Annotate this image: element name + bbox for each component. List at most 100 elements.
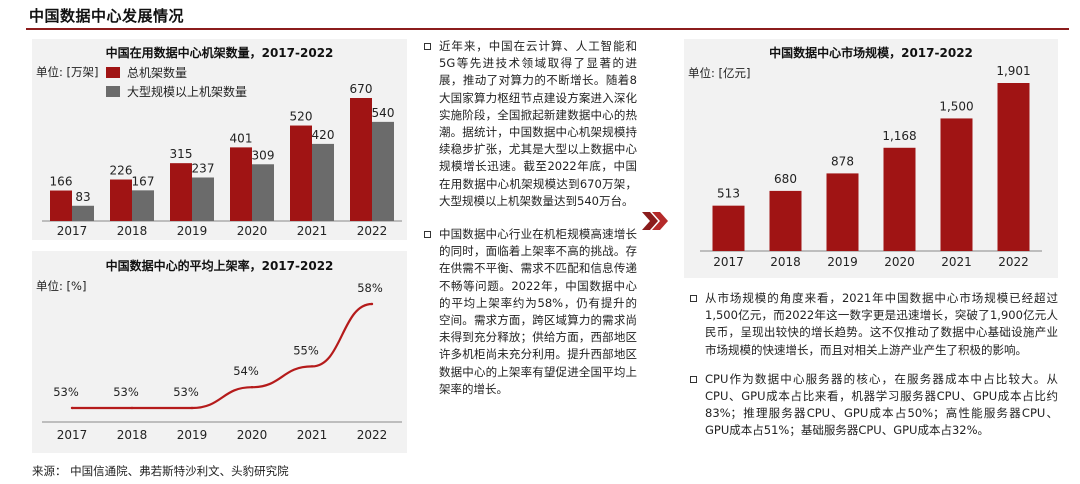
x-tick-label: 2017 bbox=[57, 428, 88, 442]
bar-value-label: 401 bbox=[230, 131, 253, 145]
bar-large-racks bbox=[72, 205, 94, 221]
bar-total-racks bbox=[290, 125, 312, 221]
point-value-label: 55% bbox=[293, 343, 319, 357]
bar-market-size bbox=[826, 173, 859, 251]
utilization-point bbox=[310, 365, 314, 368]
bar-market-size bbox=[769, 190, 802, 251]
x-tick-label: 2017 bbox=[713, 255, 744, 269]
market-chart-panel: 中国数据中心市场规模，2017-2022 单位: [亿元] 513 2017 680… bbox=[684, 39, 1058, 278]
right-paragraph-1: 从市场规模的角度来看，2021年中国数据中心市场规模已经超过1,500亿元，而2… bbox=[705, 291, 1058, 357]
legend-swatch-red bbox=[106, 67, 120, 78]
bar-total-racks bbox=[170, 163, 192, 221]
racks-unit-label: 单位: [万架] bbox=[36, 65, 99, 79]
bar-value-label: 1,500 bbox=[939, 99, 973, 113]
point-value-label: 58% bbox=[357, 281, 383, 295]
bar-value-label: 226 bbox=[110, 164, 133, 178]
utilization-chart-panel: 中国数据中心的平均上架率，2017-2022 单位: [%] 53% 2017 53… bbox=[32, 251, 407, 453]
bar-value-label: 520 bbox=[290, 110, 313, 124]
point-value-label: 54% bbox=[233, 364, 259, 378]
title-divider bbox=[26, 28, 1069, 30]
utilization-point bbox=[70, 406, 74, 410]
bar-large-racks bbox=[192, 177, 214, 221]
x-tick-label: 2017 bbox=[57, 224, 88, 238]
x-tick-label: 2020 bbox=[237, 224, 268, 238]
legend-total-racks: 总机架数量 bbox=[106, 64, 187, 81]
bar-value-label: 309 bbox=[252, 148, 275, 162]
utilization-point bbox=[190, 406, 194, 410]
utilization-point bbox=[250, 386, 254, 389]
middle-bullet-2: 中国数据中心行业在机柜规模高速增长的同时，面临着上架率不高的挑战。存在供需不平衡… bbox=[424, 226, 637, 398]
legend-large-racks: 大型规模以上机架数量 bbox=[106, 83, 247, 100]
bar-value-label: 1,168 bbox=[882, 129, 916, 143]
x-tick-label: 2018 bbox=[117, 428, 148, 442]
point-value-label: 53% bbox=[173, 385, 199, 399]
point-value-label: 53% bbox=[113, 385, 139, 399]
x-tick-label: 2019 bbox=[177, 428, 208, 442]
bullet-marker bbox=[424, 43, 431, 50]
bar-value-label: 878 bbox=[831, 154, 854, 168]
page-title: 中国数据中心发展情况 bbox=[29, 7, 185, 25]
bar-total-racks bbox=[230, 147, 252, 221]
bullet-marker bbox=[690, 375, 697, 383]
legend-label-large: 大型规模以上机架数量 bbox=[127, 85, 248, 99]
middle-bullet-1: 近年来，中国在云计算、人工智能和5G等先进技术领域取得了显著的进展，推动了对算力… bbox=[424, 38, 637, 210]
middle-paragraph-2: 中国数据中心行业在机柜规模高速增长的同时，面临着上架率不高的挑战。存在供需不平衡… bbox=[439, 227, 637, 396]
x-tick-label: 2020 bbox=[884, 255, 915, 269]
right-bullet-1: 从市场规模的角度来看，2021年中国数据中心市场规模已经超过1,500亿元，而2… bbox=[690, 290, 1058, 359]
bar-market-size bbox=[940, 118, 973, 251]
bar-large-racks bbox=[252, 164, 274, 221]
bar-value-label: 670 bbox=[350, 82, 373, 96]
bar-large-racks bbox=[312, 143, 334, 221]
utilization-point bbox=[370, 302, 374, 306]
legend-swatch-grey bbox=[106, 86, 120, 97]
right-bullet-2: CPU作为数据中心服务器的核心，在服务器成本中占比较大。从CPU、GPU成本占比… bbox=[690, 371, 1058, 440]
x-tick-label: 2018 bbox=[770, 255, 801, 269]
bar-value-label: 420 bbox=[312, 128, 335, 142]
x-tick-label: 2022 bbox=[357, 224, 388, 238]
bar-value-label: 237 bbox=[192, 161, 215, 175]
bar-value-label: 540 bbox=[372, 106, 395, 120]
right-text-column: 从市场规模的角度来看，2021年中国数据中心市场规模已经超过1,500亿元，而2… bbox=[690, 290, 1058, 450]
utilization-line-chart: 53% 2017 53% 2018 53% 2019 54% 2020 55% 2021 58% 20… bbox=[42, 281, 402, 442]
bar-value-label: 680 bbox=[774, 172, 797, 186]
middle-text-column: 近年来，中国在云计算、人工智能和5G等先进技术领域取得了显著的进展，推动了对算力… bbox=[424, 38, 637, 408]
x-tick-label: 2021 bbox=[941, 255, 972, 269]
bar-market-size bbox=[997, 83, 1030, 251]
bar-total-racks bbox=[110, 179, 132, 221]
right-paragraph-2: CPU作为数据中心服务器的核心，在服务器成本中占比较大。从CPU、GPU成本占比… bbox=[705, 371, 1058, 438]
x-tick-label: 2020 bbox=[237, 428, 268, 442]
x-tick-label: 2019 bbox=[177, 224, 208, 238]
utilization-chart-title: 中国数据中心的平均上架率，2017-2022 bbox=[105, 259, 334, 273]
bar-market-size bbox=[712, 205, 745, 251]
bar-large-racks bbox=[372, 121, 394, 221]
x-tick-label: 2019 bbox=[827, 255, 858, 269]
x-tick-label: 2022 bbox=[357, 428, 388, 442]
x-tick-label: 2018 bbox=[117, 224, 148, 238]
racks-chart-title: 中国在用数据中心机架数量，2017-2022 bbox=[105, 46, 334, 60]
bullet-marker bbox=[424, 231, 431, 239]
bar-value-label: 166 bbox=[50, 175, 73, 189]
utilization-point bbox=[130, 406, 134, 410]
market-unit-label: 单位: [亿元] bbox=[688, 66, 751, 80]
x-tick-label: 2021 bbox=[297, 224, 328, 238]
x-tick-label: 2022 bbox=[998, 255, 1029, 269]
market-bar-chart: 513 2017 680 2018 878 2019 1,168 2020 1,500 2021 1… bbox=[700, 64, 1042, 269]
middle-paragraph-1: 近年来，中国在云计算、人工智能和5G等先进技术领域取得了显著的进展，推动了对算力… bbox=[439, 39, 637, 208]
bar-value-label: 167 bbox=[132, 174, 155, 188]
point-value-label: 53% bbox=[53, 385, 79, 399]
bar-value-label: 1,901 bbox=[996, 64, 1030, 78]
bar-market-size bbox=[883, 147, 916, 251]
utilization-unit-label: 单位: [%] bbox=[36, 279, 87, 293]
source-note: 来源： 中国信通院、弗若斯特沙利文、头豹研究院 bbox=[32, 464, 289, 478]
x-tick-label: 2021 bbox=[297, 428, 328, 442]
bullet-marker bbox=[690, 295, 697, 302]
bar-value-label: 513 bbox=[717, 187, 740, 201]
bar-total-racks bbox=[350, 98, 372, 221]
bar-total-racks bbox=[50, 190, 72, 221]
legend-label-total: 总机架数量 bbox=[127, 66, 188, 80]
bar-value-label: 83 bbox=[75, 190, 90, 204]
bar-large-racks bbox=[132, 190, 154, 221]
market-chart-title: 中国数据中心市场规模，2017-2022 bbox=[769, 46, 973, 60]
chevron-right-icon bbox=[642, 212, 668, 230]
